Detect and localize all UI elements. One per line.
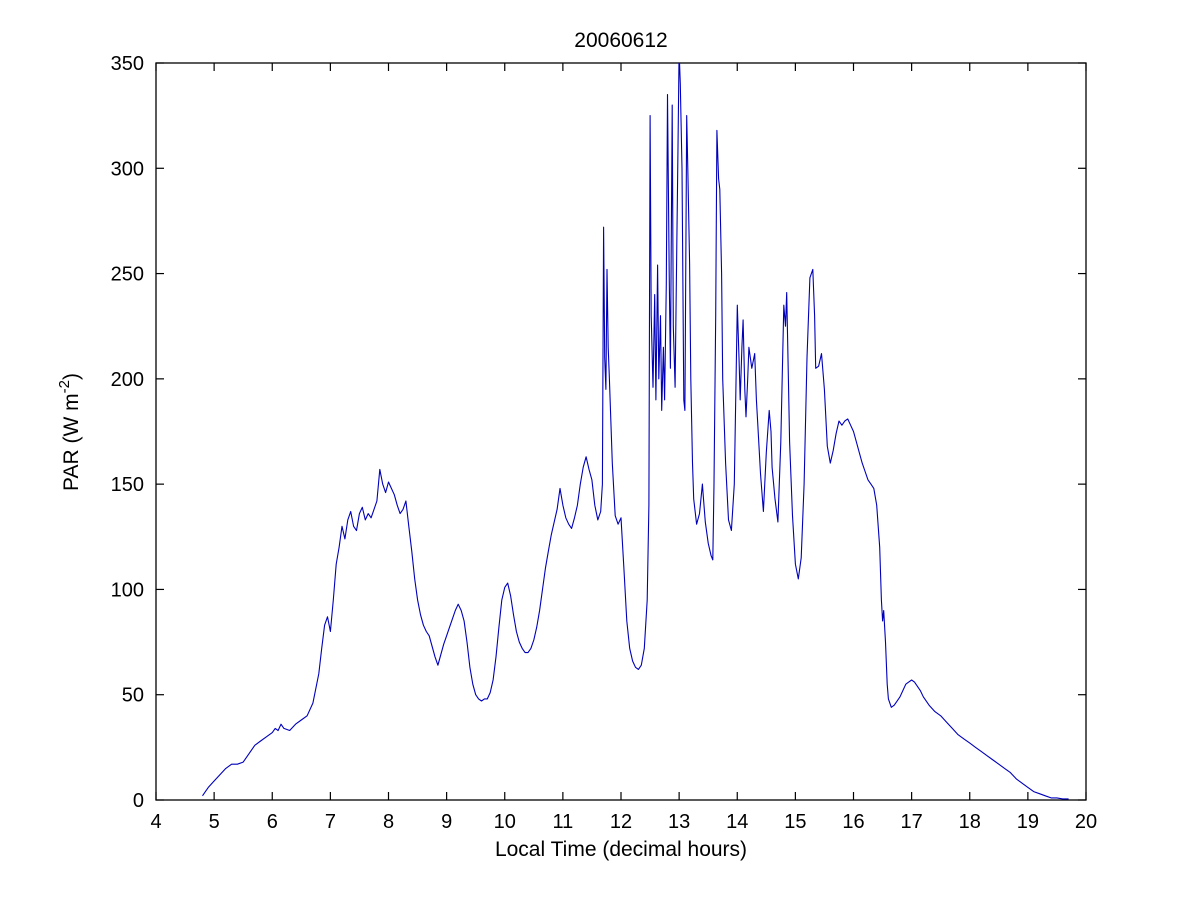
tick-labels: 4 5 6 7 8 9 10 11 12 13 14 15 16 17 18 19 20050100150200… [111,53,1098,833]
x-tick-label: 18 [959,811,981,833]
y-tick-label: 300 [111,158,144,180]
x-tick-label: 17 [901,811,923,833]
x-tick-label: 14 [726,811,748,833]
x-tick-label: 4 [150,811,161,833]
x-tick-label: 12 [610,811,632,833]
y-tick-label: 150 [111,474,144,496]
y-tick-label: 0 [133,790,144,812]
y-tick-label: 100 [111,579,144,601]
series-group [202,63,1069,800]
y-axis-label: PAR (W m-2) [56,373,83,491]
x-tick-label: 5 [209,811,220,833]
x-tick-label: 16 [842,811,864,833]
y-tick-label: 250 [111,264,144,286]
axis-ticks [155,62,1087,801]
y-tick-label: 350 [111,53,144,75]
y-tick-label: 50 [122,685,144,707]
plot-area [155,62,1087,801]
x-tick-label: 9 [441,811,452,833]
x-axis-label: Local Time (decimal hours) [495,838,747,861]
x-tick-label: 8 [383,811,394,833]
x-tick-label: 7 [325,811,336,833]
y-tick-label: 200 [111,369,144,391]
x-tick-label: 13 [668,811,690,833]
x-tick-label: 19 [1017,811,1039,833]
x-tick-label: 10 [494,811,516,833]
x-tick-label: 15 [784,811,806,833]
x-tick-label: 11 [552,811,573,833]
x-tick-label: 6 [267,811,278,833]
data-series-line [202,63,1069,800]
chart-title: 20060612 [574,29,667,52]
x-tick-label: 20 [1075,811,1097,833]
